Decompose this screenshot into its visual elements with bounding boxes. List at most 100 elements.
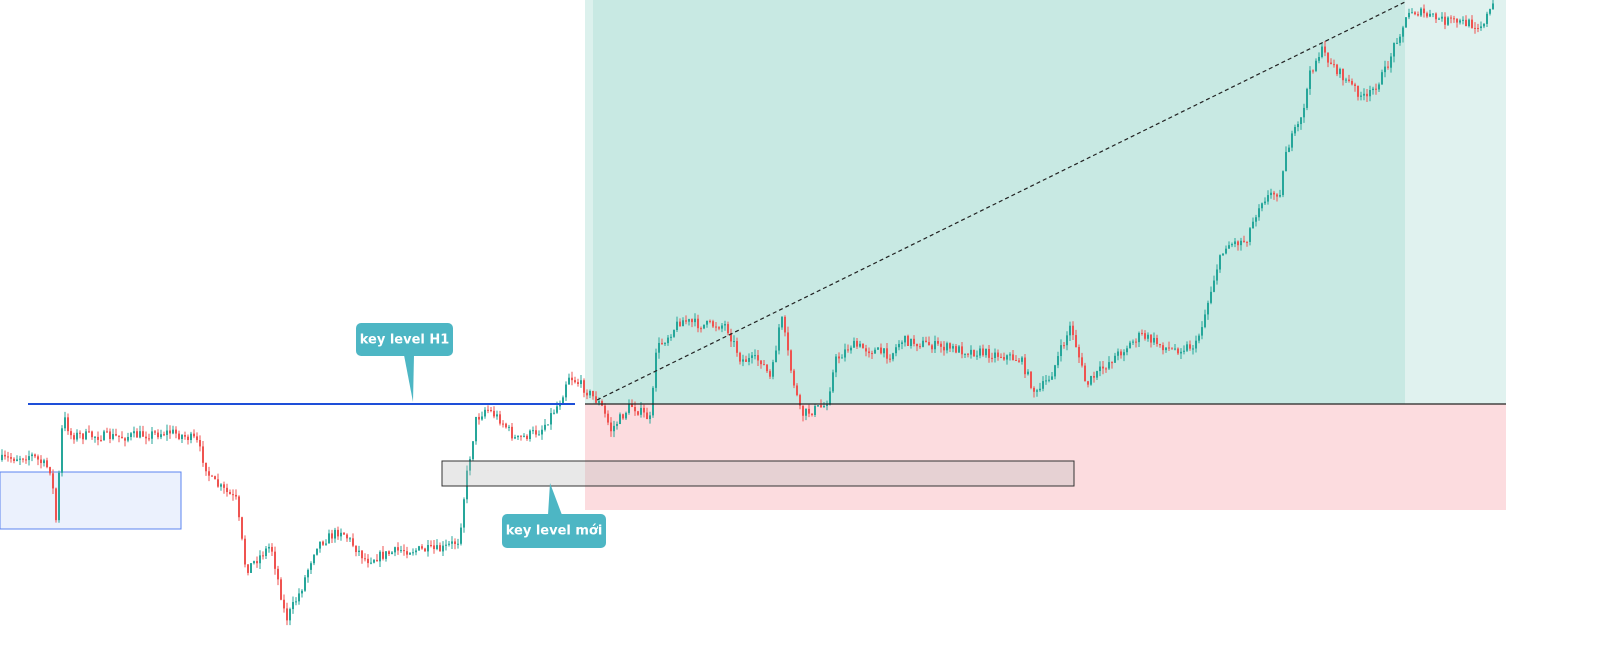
candle-body: [880, 347, 882, 354]
candle-body: [175, 429, 177, 434]
candle-body: [1201, 327, 1203, 336]
candle-body: [73, 435, 75, 440]
candle-body: [499, 414, 501, 424]
candle-body: [1327, 52, 1329, 63]
candle-body: [460, 527, 462, 544]
candle-body: [1444, 16, 1446, 25]
candle-body: [1006, 355, 1008, 360]
candle-body: [1162, 345, 1164, 351]
candle-body: [583, 380, 585, 393]
candle-body: [1363, 93, 1365, 96]
candle-body: [1294, 127, 1296, 134]
candle-body: [754, 355, 756, 357]
candle-body: [1150, 334, 1152, 343]
candle-body: [1243, 240, 1245, 242]
candle-body: [799, 395, 801, 406]
candle-body: [226, 487, 228, 493]
candle-body: [217, 479, 219, 487]
candle-body: [934, 341, 936, 350]
candle-body: [637, 411, 639, 415]
candle-body: [424, 548, 426, 552]
candle-body: [406, 551, 408, 555]
candle-body: [1060, 345, 1062, 357]
candle-body: [559, 404, 561, 407]
candle-body: [859, 343, 861, 347]
candle-body: [184, 434, 186, 437]
candle-body: [514, 437, 516, 439]
candle-body: [1195, 340, 1197, 349]
candle-body: [214, 476, 216, 480]
candle-body: [442, 545, 444, 552]
candle-body: [1456, 18, 1458, 23]
candle-body: [490, 409, 492, 411]
candle-body: [607, 413, 609, 423]
candle-body: [232, 494, 234, 496]
candle-body: [1246, 241, 1248, 243]
candle-body: [1069, 325, 1071, 336]
candle-body: [1252, 221, 1254, 229]
candle-body: [1090, 376, 1092, 385]
candle-body: [31, 454, 33, 457]
candle-body: [796, 385, 798, 396]
candle-body: [466, 470, 468, 500]
candle-body: [1111, 362, 1113, 364]
candle-body: [196, 436, 198, 441]
candle-body: [817, 405, 819, 407]
candle-body: [691, 319, 693, 323]
candle-body: [268, 546, 270, 549]
candle-body: [1309, 70, 1311, 89]
candle-body: [1093, 376, 1095, 378]
candle-body: [259, 555, 261, 564]
candle-body: [1477, 28, 1479, 30]
candle-body: [739, 352, 741, 362]
candle-body: [115, 434, 117, 436]
candle-body: [307, 569, 309, 578]
candle-body: [550, 413, 552, 425]
candle-body: [193, 433, 195, 437]
candle-body: [19, 458, 21, 460]
candle-body: [412, 552, 414, 554]
candle-body: [361, 550, 363, 559]
callout-label: key level mới: [506, 524, 603, 539]
candle-body: [736, 341, 738, 353]
candle-body: [883, 348, 885, 354]
candle-body: [808, 408, 810, 414]
candle-body: [277, 568, 279, 580]
candle-body: [4, 454, 6, 457]
candle-body: [1447, 17, 1449, 25]
candle-body: [1405, 17, 1407, 28]
candle-body: [1186, 344, 1188, 351]
candle-body: [316, 548, 318, 555]
callout-box: [356, 323, 453, 356]
candle-body: [1213, 280, 1215, 292]
candle-body: [1390, 56, 1392, 68]
candle-body: [661, 342, 663, 344]
candle-body: [1399, 36, 1401, 43]
candle-body: [1273, 192, 1275, 195]
candle-body: [1234, 241, 1236, 245]
candle-body: [964, 353, 966, 355]
candle-body: [955, 346, 957, 353]
candle-body: [640, 407, 642, 415]
candle-body: [574, 380, 576, 383]
candle-body: [928, 342, 930, 346]
candle-body: [742, 359, 744, 362]
candle-body: [676, 321, 678, 331]
candle-body: [7, 456, 9, 458]
candle-body: [211, 475, 213, 477]
candle-body: [538, 434, 540, 436]
candle-body: [1126, 348, 1128, 353]
profit-zone-edge: [585, 0, 593, 404]
candle-body: [1315, 60, 1317, 71]
candle-body: [1228, 245, 1230, 249]
candle-body: [886, 348, 888, 359]
candle-body: [1120, 351, 1122, 356]
candle-body: [730, 333, 732, 342]
candle-body: [1192, 348, 1194, 350]
candle-body: [454, 541, 456, 545]
candle-body: [1306, 88, 1308, 108]
candle-body: [1441, 16, 1443, 19]
candle-body: [1183, 350, 1185, 352]
candle-body: [721, 325, 723, 329]
candle-body: [1108, 362, 1110, 369]
